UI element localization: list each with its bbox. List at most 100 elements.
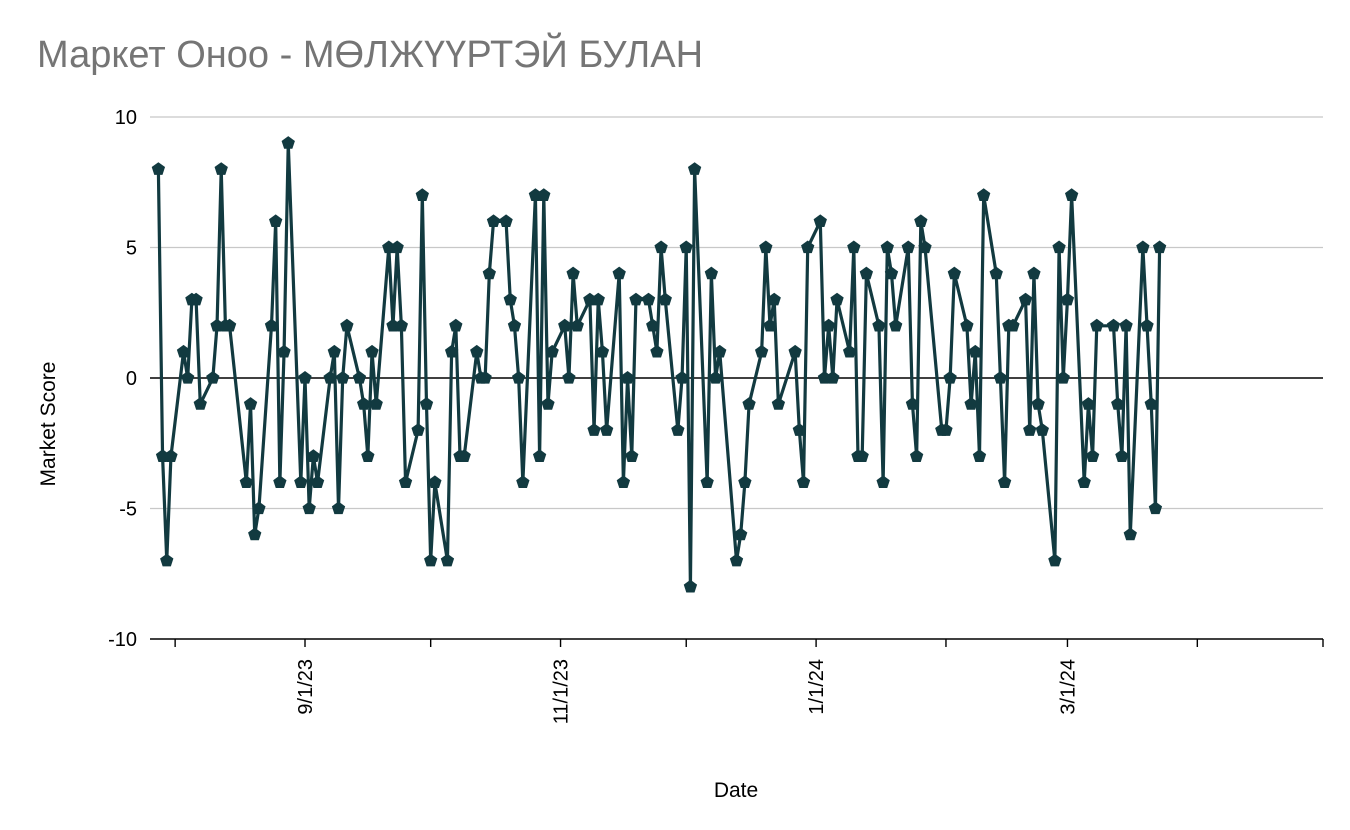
x-axis: 9/1/23 11/1/23 1/1/24 3/1/24: [174, 639, 1324, 724]
data-point-marker: [298, 371, 312, 384]
data-point-marker: [164, 449, 178, 462]
data-markers: [151, 136, 1167, 593]
data-point-marker: [340, 318, 354, 332]
data-point-marker: [801, 240, 815, 254]
data-point-marker: [545, 344, 559, 358]
data-point-marker: [306, 449, 321, 462]
y-tick-label: 5: [126, 238, 137, 260]
data-point-marker: [440, 553, 455, 567]
data-point-marker: [248, 527, 262, 541]
data-point-marker: [708, 371, 723, 384]
data-point-marker: [503, 292, 517, 306]
data-point-marker: [901, 240, 915, 254]
data-point-marker: [729, 553, 744, 567]
x-tick-label: 11/1/23: [551, 659, 573, 724]
data-point-marker: [855, 449, 869, 462]
data-point-marker: [909, 449, 924, 462]
y-tick-label: -5: [119, 499, 137, 521]
data-point-marker: [1123, 527, 1137, 541]
data-point-marker: [918, 240, 932, 254]
data-point-marker: [189, 292, 203, 306]
data-point-marker: [478, 371, 492, 384]
y-axis-ticks: 10 5 0 -5 -10: [108, 107, 137, 651]
data-point-marker: [792, 423, 806, 436]
data-point-marker: [658, 292, 672, 306]
data-point-marker: [562, 371, 576, 384]
data-point-marker: [277, 344, 291, 358]
data-point-marker: [239, 475, 254, 489]
data-point-marker: [1136, 240, 1150, 254]
data-point-marker: [181, 371, 195, 384]
data-point-marker: [997, 475, 1012, 489]
data-point-marker: [1027, 266, 1041, 280]
data-point-marker: [369, 397, 383, 410]
data-point-marker: [842, 344, 857, 358]
data-point-marker: [1140, 318, 1154, 332]
data-point-marker: [302, 501, 316, 515]
data-point-marker: [876, 475, 890, 489]
data-point-marker: [960, 318, 974, 332]
data-point-marker: [1152, 240, 1167, 254]
data-point-marker: [914, 214, 928, 228]
data-point-marker: [331, 501, 346, 515]
y-tick-label: -10: [108, 629, 137, 651]
data-point-marker: [704, 266, 719, 280]
data-point-marker: [457, 449, 471, 462]
data-point-marker: [650, 344, 664, 358]
x-tick-label: 1/1/24: [806, 659, 828, 715]
data-point-marker: [269, 214, 283, 228]
data-point-marker: [989, 266, 1003, 280]
data-point-marker: [679, 240, 693, 254]
data-point-marker: [222, 318, 237, 332]
y-tick-label: 10: [115, 107, 137, 129]
data-point-marker: [599, 423, 614, 436]
data-point-marker: [1023, 423, 1037, 436]
data-point-marker: [151, 162, 166, 175]
data-point-marker: [428, 475, 442, 489]
data-point-marker: [788, 344, 802, 358]
y-axis-label: Market Score: [37, 362, 60, 487]
data-point-marker: [482, 266, 496, 280]
chart-title: Маркет Оноо - МӨЛЖҮҮРТЭЙ БУЛАН: [37, 34, 704, 76]
data-point-marker: [612, 266, 626, 280]
data-point-marker: [629, 292, 643, 306]
data-point-marker: [390, 240, 404, 254]
x-axis-label: Date: [714, 779, 758, 802]
data-point-marker: [352, 371, 367, 384]
data-point-marker: [830, 292, 844, 306]
data-point-marker: [646, 318, 660, 332]
data-point-marker: [570, 318, 584, 332]
data-point-marker: [1006, 318, 1020, 332]
data-point-marker: [759, 240, 773, 254]
data-point-marker: [1031, 397, 1045, 410]
data-point-marker: [625, 449, 639, 462]
data-point-marker: [713, 344, 727, 358]
data-point-marker: [859, 266, 874, 280]
data-point-marker: [1111, 397, 1125, 410]
data-point-marker: [687, 162, 702, 175]
data-point-marker: [683, 579, 698, 593]
data-point-marker: [193, 397, 207, 410]
y-tick-label: 0: [126, 368, 137, 390]
data-point-marker: [813, 214, 827, 228]
data-point-marker: [671, 423, 685, 436]
data-point-marker: [742, 397, 756, 410]
data-point-marker: [847, 240, 861, 254]
data-point-marker: [884, 266, 899, 280]
data-point-marker: [541, 397, 555, 410]
data-point-marker: [939, 423, 953, 436]
data-point-marker: [734, 527, 748, 541]
data-point-marker: [160, 553, 174, 567]
data-point-marker: [449, 318, 463, 332]
data-point-marker: [394, 318, 409, 332]
data-point-marker: [754, 344, 769, 358]
data-point-marker: [512, 371, 526, 384]
data-point-marker: [880, 240, 894, 254]
data-point-marker: [595, 344, 610, 358]
data-point-marker: [558, 318, 572, 332]
data-point-marker: [771, 397, 786, 410]
data-point-marker: [675, 371, 689, 384]
data-point-marker: [566, 266, 580, 280]
data-point-marker: [419, 397, 434, 410]
